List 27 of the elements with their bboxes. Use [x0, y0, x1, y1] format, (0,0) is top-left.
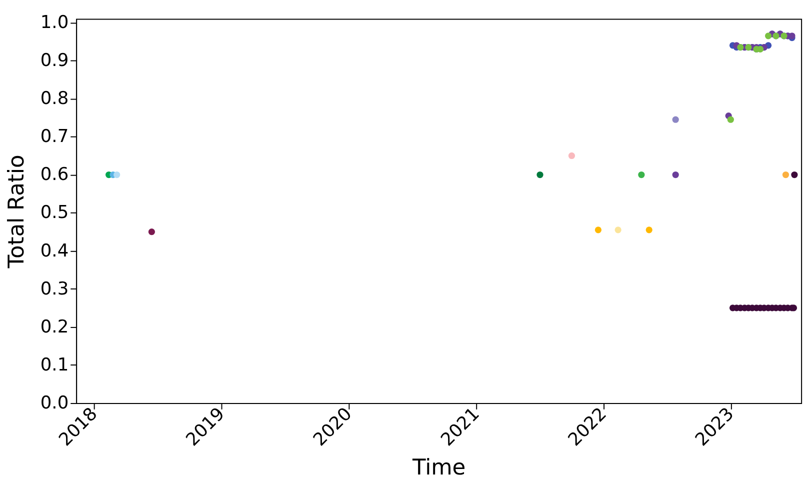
x-axis-title: Time: [411, 455, 466, 480]
y-tick-label: 0.3: [40, 279, 69, 300]
y-tick-label: 0.6: [40, 165, 69, 186]
y-tick-label: 0.7: [40, 127, 69, 148]
point: [638, 171, 645, 178]
y-tick-label: 0.4: [40, 241, 69, 262]
point: [114, 171, 120, 178]
y-tick-label: 0.1: [40, 355, 69, 376]
y-tick-label: 0.0: [40, 393, 69, 414]
y-tick-label: 0.2: [40, 317, 69, 338]
point: [764, 32, 772, 40]
point: [672, 116, 679, 123]
point: [646, 226, 652, 234]
y-axis-title: Total Ratio: [4, 154, 30, 270]
y-tick-label: 0.5: [40, 203, 69, 224]
point: [148, 228, 156, 236]
point: [614, 226, 622, 234]
point: [594, 226, 602, 234]
y-tick-label: 1.0: [40, 13, 69, 34]
point: [536, 171, 544, 178]
point: [672, 171, 679, 178]
point: [791, 171, 798, 178]
point: [782, 171, 790, 178]
y-tick-label: 0.9: [40, 51, 69, 72]
y-tick-label: 0.8: [40, 89, 69, 110]
point: [727, 116, 734, 123]
point: [568, 152, 576, 160]
